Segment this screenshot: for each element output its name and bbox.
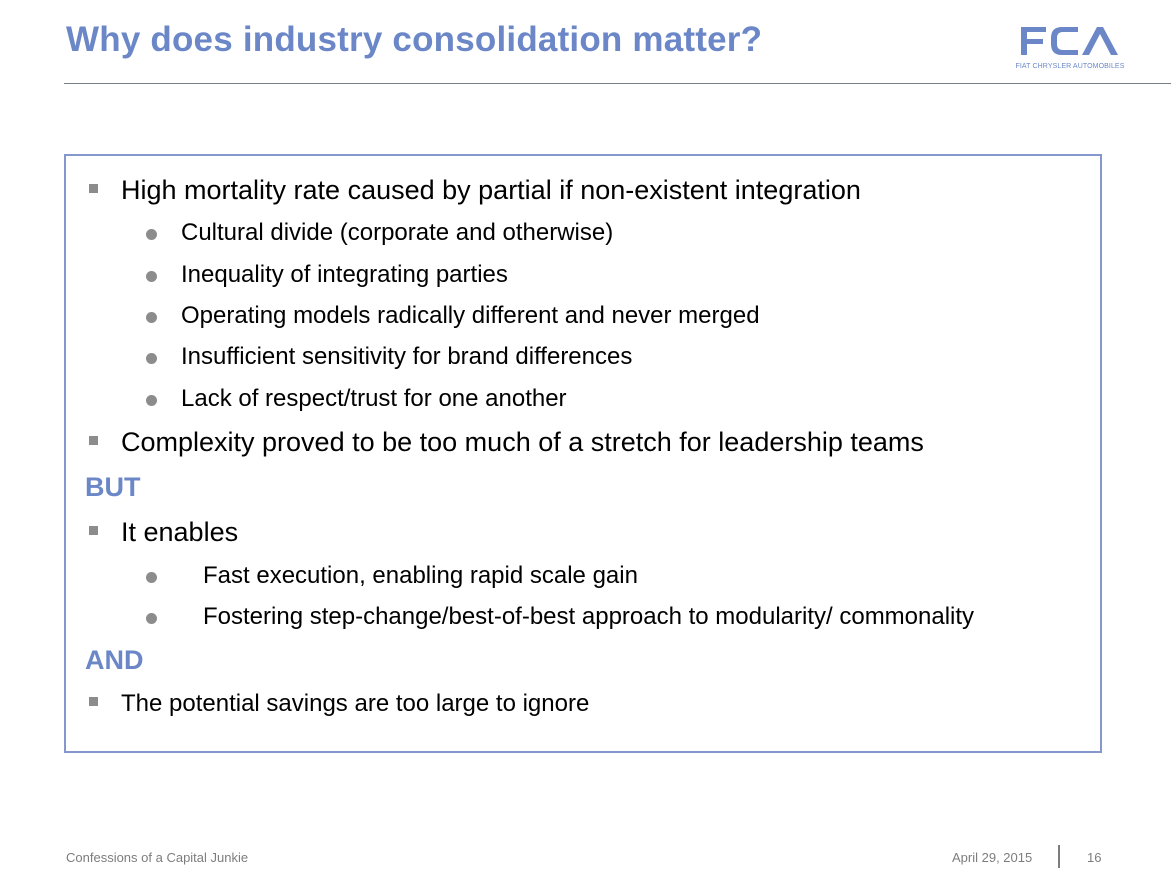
sub-bullet-inequality: Inequality of integrating parties [181,261,508,288]
footer-separator [1058,845,1060,868]
conjunction-and: AND [85,645,144,675]
fca-logo-mark [1021,27,1118,55]
round-bullet-icon [146,312,157,323]
sub-bullet-respect: Lack of respect/trust for one another [181,385,567,412]
sub-bullet-step-change: Fostering step-change/best-of-best appro… [203,603,975,630]
footer-date: April 29, 2015 [952,850,1033,865]
fca-logo: FIAT CHRYSLER AUTOMOBILES [1000,22,1140,74]
sub-bullet-brand-sensitivity: Insufficient sensitivity for brand diffe… [181,343,633,370]
square-bullet-icon [89,184,98,193]
bullet-it-enables: It enables [121,517,239,547]
round-bullet-icon [146,229,157,240]
bullet-mortality: High mortality rate caused by partial if… [121,175,861,205]
round-bullet-icon [146,572,157,583]
conjunction-but: BUT [85,472,141,502]
bullet-complexity: Complexity proved to be too much of a st… [121,427,924,457]
square-bullet-icon [89,526,98,535]
slide-title: Why does industry consolidation matter? [66,20,763,59]
sub-bullet-cultural: Cultural divide (corporate and otherwise… [181,219,614,246]
square-bullet-icon [89,697,98,706]
round-bullet-icon [146,613,157,624]
bullet-potential-savings: The potential savings are too large to i… [121,690,590,717]
round-bullet-icon [146,395,157,406]
content-box [64,154,1102,753]
round-bullet-icon [146,271,157,282]
page-number: 16 [1087,850,1102,865]
logo-subtitle: FIAT CHRYSLER AUTOMOBILES [1015,63,1125,70]
round-bullet-icon [146,353,157,364]
footer-source: Confessions of a Capital Junkie [66,850,249,865]
title-divider [64,83,1171,84]
sub-bullet-fast-execution: Fast execution, enabling rapid scale gai… [203,562,638,589]
sub-bullet-operating-models: Operating models radically different and… [181,302,760,329]
square-bullet-icon [89,436,98,445]
